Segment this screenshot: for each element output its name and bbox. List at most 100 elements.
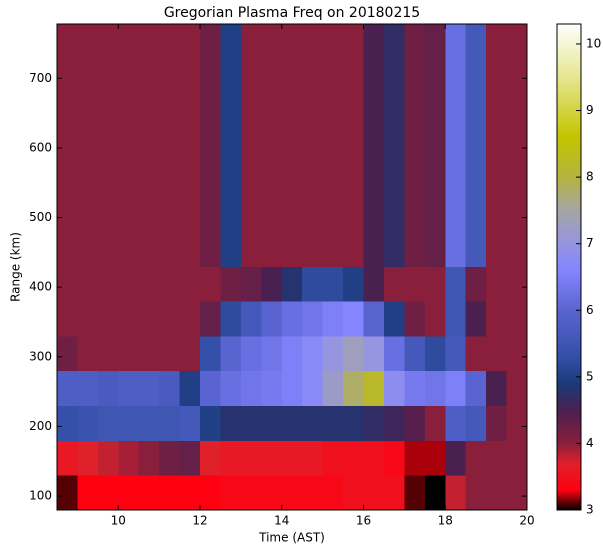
x-tick-label: 20	[519, 514, 534, 528]
heat-cell	[200, 92, 221, 128]
heat-cell	[343, 231, 365, 267]
heat-cell	[159, 161, 181, 198]
heat-cell	[404, 440, 426, 476]
heat-cell	[281, 92, 303, 128]
heat-cell	[200, 335, 221, 372]
heat-cell	[424, 475, 446, 511]
heat-cell	[363, 24, 385, 58]
heat-cell	[97, 440, 119, 476]
heat-cell	[97, 231, 119, 267]
heat-cell	[138, 335, 160, 372]
heat-cell	[118, 335, 140, 372]
heat-cell	[486, 301, 508, 337]
heat-cell	[97, 24, 119, 58]
heat-cell	[281, 161, 303, 198]
heat-cell	[465, 301, 487, 337]
heat-cell	[200, 127, 221, 163]
heat-cell	[77, 24, 99, 58]
x-tick-label: 18	[438, 514, 453, 528]
heat-cell	[465, 196, 487, 232]
heat-cell	[322, 161, 344, 198]
heat-cell	[363, 301, 385, 337]
heat-cell	[200, 161, 221, 198]
y-tick-label: 500	[29, 210, 52, 224]
heat-cell	[486, 92, 508, 128]
colorbar-tick-label: 10	[586, 36, 601, 50]
heat-cell	[343, 24, 365, 58]
heat-cell	[240, 127, 262, 163]
heat-cell	[138, 405, 160, 441]
heat-cell	[138, 24, 160, 58]
heat-cell	[445, 335, 467, 372]
heat-cell	[424, 301, 446, 337]
heat-cell	[363, 266, 385, 302]
heat-cell	[465, 127, 487, 163]
heat-cell	[486, 405, 508, 441]
heat-cell	[404, 161, 426, 198]
heat-cell	[138, 370, 160, 407]
y-tick-label: 700	[29, 71, 52, 85]
heat-cell	[424, 127, 446, 163]
heat-cell	[465, 370, 487, 407]
heat-cell	[343, 127, 365, 163]
heat-cell	[506, 57, 528, 93]
heat-cell	[302, 24, 324, 58]
heat-cell	[506, 335, 528, 372]
heat-cell	[159, 92, 181, 128]
heat-cell	[424, 405, 446, 441]
heat-cell	[281, 405, 303, 441]
y-tick-label: 600	[29, 140, 52, 154]
heat-cell	[200, 301, 221, 337]
heat-cell	[281, 440, 303, 476]
heat-cell	[363, 92, 385, 128]
heat-cell	[486, 475, 508, 511]
heat-cell	[179, 440, 201, 476]
heat-cell	[465, 57, 487, 93]
heat-cell	[118, 231, 140, 267]
heat-cell	[118, 127, 140, 163]
heat-cell	[383, 196, 405, 232]
heat-cell	[404, 266, 426, 302]
heat-cell	[179, 301, 201, 337]
heat-cell	[281, 231, 303, 267]
colorbar-tick-label: 3	[586, 503, 594, 517]
heat-cell	[404, 475, 426, 511]
heat-cell	[261, 440, 283, 476]
heat-cell	[465, 266, 487, 302]
x-tick-label: 10	[111, 514, 126, 528]
heat-cell	[281, 475, 303, 511]
heat-cell	[118, 405, 140, 441]
heat-cell	[261, 127, 283, 163]
heat-cell	[343, 161, 365, 198]
heat-cell	[200, 196, 221, 232]
heat-cell	[159, 301, 181, 337]
heat-cell	[159, 335, 181, 372]
heat-cell	[465, 231, 487, 267]
heat-cell	[220, 405, 242, 441]
heat-cell	[200, 370, 221, 407]
heat-cell	[77, 405, 99, 441]
heat-cell	[179, 266, 201, 302]
heat-cell	[179, 24, 201, 58]
heat-cell	[404, 92, 426, 128]
heat-cell	[220, 370, 242, 407]
y-tick-label: 300	[29, 349, 52, 363]
heat-cell	[281, 24, 303, 58]
heat-cell	[159, 57, 181, 93]
heat-cell	[240, 57, 262, 93]
heat-cell	[97, 161, 119, 198]
y-axis-label: Range (km)	[9, 232, 23, 302]
heat-cell	[118, 440, 140, 476]
heat-cell	[77, 370, 99, 407]
heat-cell	[343, 475, 365, 511]
heat-cell	[465, 161, 487, 198]
heat-cell	[445, 127, 467, 163]
heat-cell	[261, 24, 283, 58]
heat-cell	[118, 370, 140, 407]
heat-cell	[138, 196, 160, 232]
heat-cell	[445, 301, 467, 337]
heat-cell	[240, 475, 262, 511]
heat-cell	[486, 440, 508, 476]
heat-cell	[383, 92, 405, 128]
heat-cell	[343, 266, 365, 302]
